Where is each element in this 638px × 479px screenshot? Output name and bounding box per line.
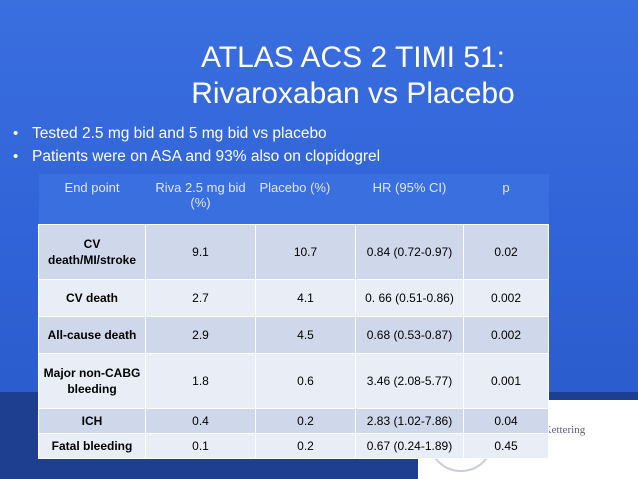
- logo-text: -Kettering: [540, 424, 586, 436]
- column-header: p: [463, 174, 549, 225]
- table-cell: 0.45: [463, 433, 549, 459]
- column-header: Riva 2.5 mg bid (%): [145, 174, 256, 225]
- table-row: CV death 2.7 4.1 0. 66 (0.51-0.86) 0.002: [38, 279, 549, 317]
- table-row: All-cause death 2.9 4.5 0.68 (0.53-0.87)…: [38, 316, 549, 354]
- table-cell: 0.4: [145, 408, 256, 434]
- table-cell: 3.46 (2.08-5.77): [355, 353, 464, 409]
- bullet-item: • Patients were on ASA and 93% also on c…: [12, 145, 622, 168]
- table-cell: 0.001: [463, 353, 549, 409]
- table-row: Fatal bleeding 0.1 0.2 0.67 (0.24-1.89) …: [38, 433, 549, 459]
- title-line-1: ATLAS ACS 2 TIMI 51:: [200, 41, 505, 74]
- table-cell: 0.67 (0.24-1.89): [355, 433, 464, 459]
- table-cell: All-cause death: [38, 316, 146, 354]
- table-cell: CV death: [38, 279, 146, 317]
- table-row: CV death/MI/stroke 9.1 10.7 0.84 (0.72-0…: [38, 224, 549, 280]
- bullet-text: Tested 2.5 mg bid and 5 mg bid vs placeb…: [32, 125, 327, 142]
- table-cell: 9.1: [145, 224, 256, 280]
- table-cell: 2.9: [145, 316, 256, 354]
- column-header: Placebo (%): [255, 174, 356, 225]
- table-row: ICH 0.4 0.2 2.83 (1.02-7.86) 0.04: [38, 408, 549, 434]
- table-cell: 0.6: [255, 353, 356, 409]
- table-row: Major non-CABG bleeding 1.8 0.6 3.46 (2.…: [38, 353, 549, 409]
- table-cell: 0.02: [463, 224, 549, 280]
- slide-title: ATLAS ACS 2 TIMI 51: Rivaroxaban vs Plac…: [118, 40, 588, 112]
- bullet-icon: •: [13, 148, 19, 165]
- table-cell: 0. 66 (0.51-0.86): [355, 279, 464, 317]
- bullet-text: Patients were on ASA and 93% also on clo…: [32, 148, 381, 165]
- table-cell: 1.8: [145, 353, 256, 409]
- table-cell: 0.68 (0.53-0.87): [355, 316, 464, 354]
- table-cell: 0.2: [255, 408, 356, 434]
- table-cell: ICH: [38, 408, 146, 434]
- bullet-list: • Tested 2.5 mg bid and 5 mg bid vs plac…: [12, 122, 622, 168]
- table-cell: 0.002: [463, 279, 549, 317]
- table-cell: 0.2: [255, 433, 356, 459]
- table-cell: 0.1: [145, 433, 256, 459]
- table-cell: 4.5: [255, 316, 356, 354]
- table-header-row: End point Riva 2.5 mg bid (%) Placebo (%…: [38, 174, 549, 225]
- table-cell: 0.002: [463, 316, 549, 354]
- table-cell: 2.83 (1.02-7.86): [355, 408, 464, 434]
- table-cell: 2.7: [145, 279, 256, 317]
- table-cell: Fatal bleeding: [38, 433, 146, 459]
- column-header: End point: [38, 174, 146, 225]
- table-cell: 10.7: [255, 224, 356, 280]
- table-cell: 0.04: [463, 408, 549, 434]
- table-cell: 4.1: [255, 279, 356, 317]
- results-table: End point Riva 2.5 mg bid (%) Placebo (%…: [38, 174, 549, 459]
- table-cell: Major non-CABG bleeding: [38, 353, 146, 409]
- bullet-item: • Tested 2.5 mg bid and 5 mg bid vs plac…: [12, 122, 622, 145]
- bullet-icon: •: [13, 125, 19, 142]
- title-line-2: Rivaroxaban vs Placebo: [191, 77, 515, 110]
- table-cell: CV death/MI/stroke: [38, 224, 146, 280]
- table-cell: 0.84 (0.72-0.97): [355, 224, 464, 280]
- column-header: HR (95% CI): [355, 174, 464, 225]
